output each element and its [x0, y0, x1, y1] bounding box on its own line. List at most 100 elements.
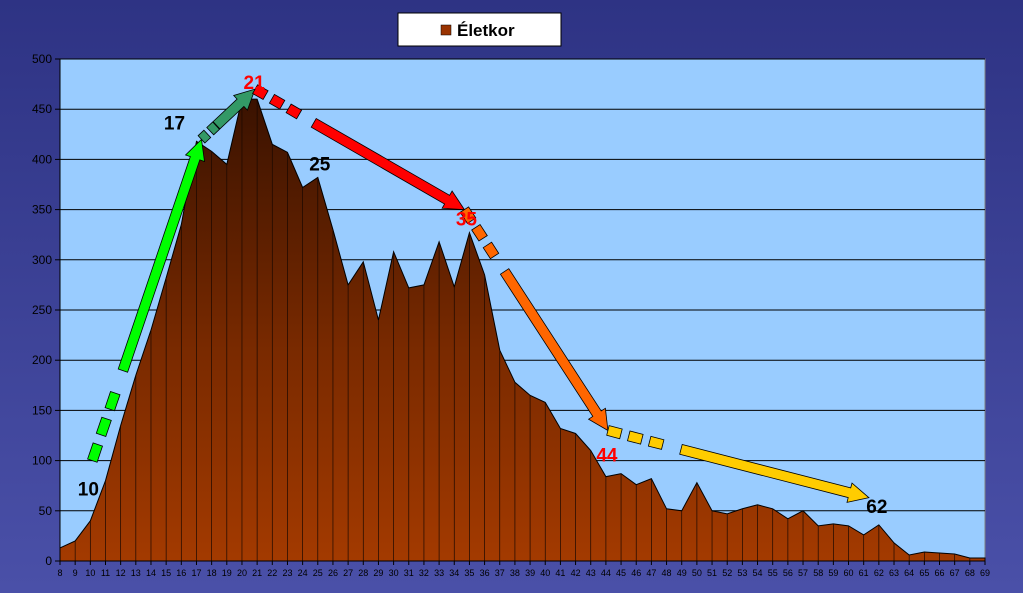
x-tick-label: 31	[404, 568, 414, 578]
trend-arrow-35-44	[459, 206, 609, 432]
x-tick-label: 63	[889, 568, 899, 578]
y-tick-label: 150	[32, 403, 52, 417]
x-tick-label: 12	[116, 568, 126, 578]
arrow-dash	[471, 223, 488, 242]
y-tick-label: 250	[32, 303, 52, 317]
y-tick-label: 350	[32, 203, 52, 217]
y-tick-label: 500	[32, 52, 52, 66]
x-tick-label: 18	[207, 568, 217, 578]
x-tick-label: 65	[919, 568, 929, 578]
arrow-dash	[268, 93, 286, 110]
x-tick-label: 44	[601, 568, 611, 578]
x-tick-label: 57	[798, 568, 808, 578]
x-tick-label: 16	[176, 568, 186, 578]
x-tick-label: 62	[874, 568, 884, 578]
annotation-62: 62	[866, 497, 887, 518]
legend-swatch	[440, 24, 452, 36]
x-tick-label: 14	[146, 568, 156, 578]
arrow-dash	[459, 206, 477, 224]
arrow-dash	[104, 390, 121, 412]
x-tick-label: 25	[313, 568, 323, 578]
x-tick-label: 10	[85, 568, 95, 578]
y-axis: 0 50 100 150 200 250 300 350 400 450 500	[32, 52, 61, 568]
area-series	[59, 98, 986, 562]
x-tick-label: 68	[965, 568, 975, 578]
x-tick-label: 13	[131, 568, 141, 578]
x-tick-label: 33	[434, 568, 444, 578]
arrow-dash	[647, 435, 665, 450]
x-tick-label: 27	[343, 568, 353, 578]
trend-arrow-17-21	[197, 88, 256, 144]
arrow-dash	[197, 129, 212, 144]
x-tick-label: 23	[282, 568, 292, 578]
y-tick-label: 50	[39, 504, 53, 518]
x-axis: 8 9 10 11 12 13 14 15 16 17 18 19 20 21 22 23 24 25 26 27 28…	[57, 560, 990, 578]
x-tick-label: 17	[191, 568, 201, 578]
x-tick-label: 45	[616, 568, 626, 578]
x-tick-label: 19	[222, 568, 232, 578]
arrow-dash	[285, 103, 303, 120]
x-tick-label: 47	[646, 568, 656, 578]
x-tick-label: 24	[298, 568, 308, 578]
arrow-shaft	[212, 88, 256, 130]
x-tick-label: 26	[328, 568, 338, 578]
x-tick-label: 64	[904, 568, 914, 578]
x-tick-label: 40	[540, 568, 550, 578]
x-tick-label: 49	[677, 568, 687, 578]
x-tick-label: 43	[586, 568, 596, 578]
legend-label: Életkor	[457, 21, 515, 40]
x-tick-label: 46	[631, 568, 641, 578]
y-tick-label: 400	[32, 152, 52, 166]
x-tick-label: 30	[389, 568, 399, 578]
trend-arrow-44-62	[606, 425, 870, 503]
annotations: 10 17 21 25 35 44 62	[78, 73, 888, 518]
x-tick-label: 39	[525, 568, 535, 578]
x-tick-label: 42	[571, 568, 581, 578]
arrow-shaft	[310, 117, 466, 211]
x-tick-label: 41	[555, 568, 565, 578]
annotation-35: 35	[456, 210, 478, 231]
x-tick-label: 21	[252, 568, 262, 578]
trend-arrow-21-35	[252, 84, 466, 211]
x-tick-label: 20	[237, 568, 247, 578]
annotation-10: 10	[78, 480, 99, 501]
trend-arrow-10-17	[87, 138, 205, 463]
x-tick-label: 58	[813, 568, 823, 578]
arrow-dash	[87, 442, 104, 463]
trend-arrows	[87, 84, 870, 503]
arrow-shaft	[679, 444, 870, 503]
legend: Életkor	[397, 12, 562, 47]
x-tick-label: 28	[358, 568, 368, 578]
x-tick-label: 38	[510, 568, 520, 578]
x-tick-label: 22	[267, 568, 277, 578]
x-tick-label: 34	[449, 568, 459, 578]
annotation-21: 21	[244, 73, 266, 94]
x-tick-label: 67	[950, 568, 960, 578]
arrow-shaft	[499, 268, 609, 432]
arrow-shaft	[117, 138, 205, 373]
x-tick-label: 54	[753, 568, 763, 578]
x-tick-label: 53	[737, 568, 747, 578]
x-tick-label: 50	[692, 568, 702, 578]
x-tick-label: 36	[480, 568, 490, 578]
x-tick-label: 37	[495, 568, 505, 578]
arrow-dash	[95, 416, 112, 438]
legend-box	[397, 12, 562, 47]
y-tick-label: 0	[45, 554, 52, 568]
x-tick-label: 35	[464, 568, 474, 578]
annotation-17: 17	[164, 113, 185, 134]
x-tick-label: 69	[980, 568, 990, 578]
x-tick-label: 9	[73, 568, 78, 578]
arrow-dash	[482, 241, 500, 260]
x-tick-label: 56	[783, 568, 793, 578]
x-tick-label: 29	[373, 568, 383, 578]
y-tick-label: 450	[32, 102, 52, 116]
arrow-dash	[627, 430, 644, 445]
y-tick-label: 200	[32, 353, 52, 367]
x-tick-label: 66	[935, 568, 945, 578]
arrow-dash	[252, 84, 269, 101]
x-tick-label: 32	[419, 568, 429, 578]
x-tick-label: 59	[828, 568, 838, 578]
x-tick-label: 52	[722, 568, 732, 578]
